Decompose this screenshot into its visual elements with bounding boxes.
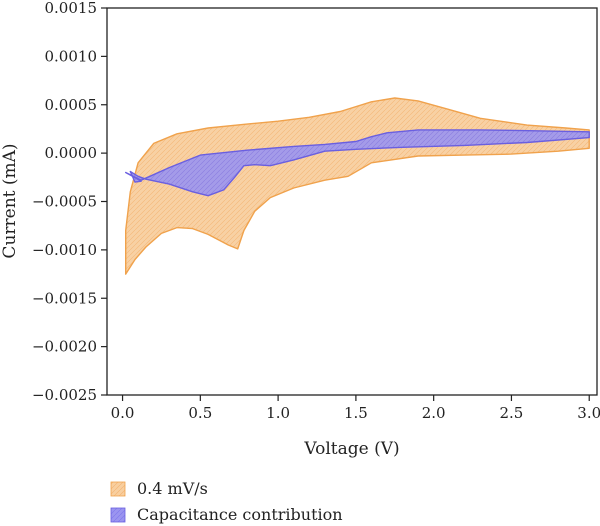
y-tick-label: −0.0005 (32, 193, 97, 211)
y-tick-label: −0.0025 (32, 386, 97, 404)
legend-swatch-cv (110, 481, 126, 497)
x-tick-label: 1.5 (344, 404, 368, 422)
x-tick-label: 3.0 (577, 404, 600, 422)
series-layer (125, 97, 590, 275)
legend-label-cv: 0.4 mV/s (137, 479, 208, 498)
y-tick-label: −0.0015 (32, 289, 97, 307)
y-tick-label: 0.0005 (45, 96, 98, 114)
y-axis-title: Current (mA) (0, 143, 20, 258)
y-tick-label: 0.0015 (45, 0, 98, 17)
y-axis: 0.0015 0.0010 0.0005 0.0000 −0.0005 −0.0010 −0… (32, 0, 107, 404)
legend-label-capacitance: Capacitance contribution (137, 505, 343, 524)
x-tick-label: 2.0 (422, 404, 446, 422)
y-tick-label: −0.0020 (32, 338, 97, 356)
x-tick-label: 0.5 (188, 404, 212, 422)
x-axis-title: Voltage (V) (303, 439, 399, 459)
x-tick-label: 2.5 (500, 404, 524, 422)
x-tick-label: 0.0 (111, 404, 135, 422)
series-capacitance-contribution (125, 129, 590, 197)
x-tick-label: 1.0 (266, 404, 290, 422)
y-tick-label: 0.0010 (45, 47, 98, 65)
y-tick-label: −0.0010 (32, 241, 97, 259)
x-axis: 0.0 0.5 1.0 1.5 2.0 2.5 3.0 (111, 395, 600, 422)
legend-swatch-capacitance (110, 507, 126, 523)
y-tick-label: 0.0000 (45, 144, 98, 162)
legend: 0.4 mV/s Capacitance contribution (110, 479, 343, 524)
